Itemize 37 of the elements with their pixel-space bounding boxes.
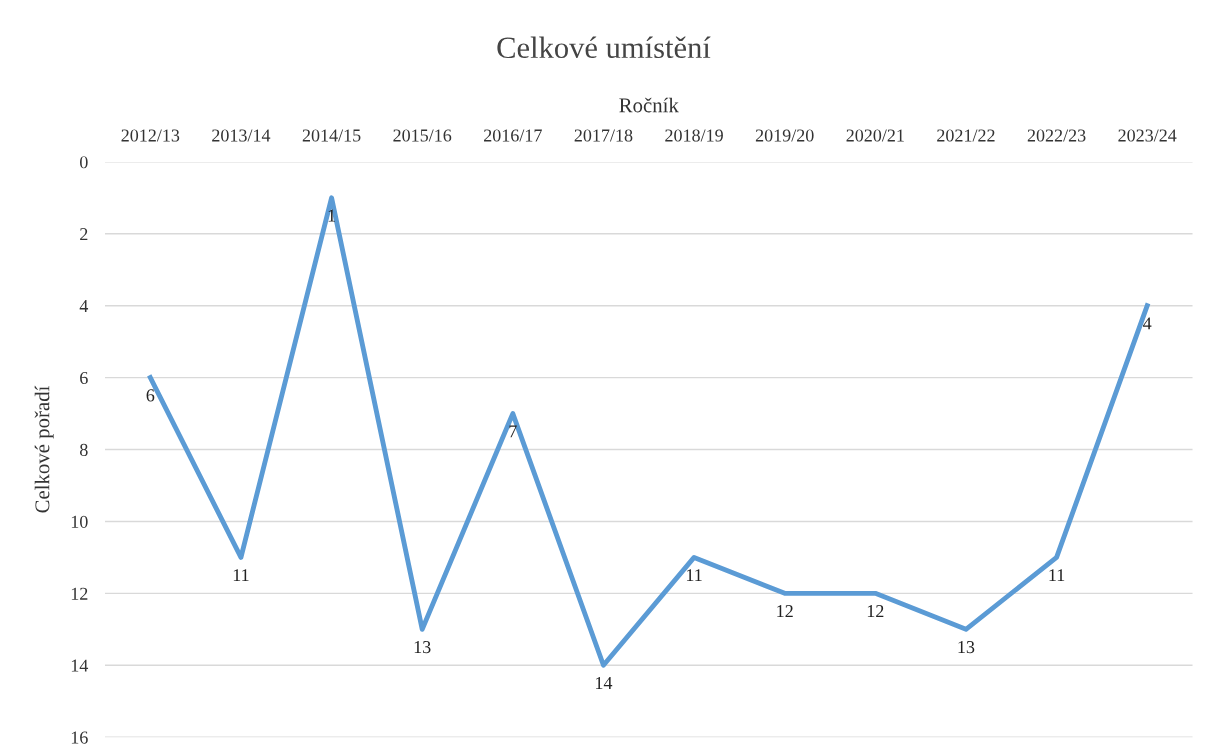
y-tick-label: 12	[71, 587, 88, 600]
data-label: 14	[596, 677, 613, 689]
data-label: 13	[414, 641, 431, 654]
x-tick-label: 2022/23	[1027, 129, 1086, 142]
data-label: 7	[509, 425, 517, 438]
y-axis-title: Celkové pořadí	[34, 385, 54, 513]
x-tick-label: 2016/17	[484, 129, 542, 142]
x-tick-label: 2015/16	[393, 129, 452, 142]
x-tick-label: 2013/14	[212, 129, 271, 142]
data-label: 13	[958, 641, 975, 654]
x-tick-label: 2020/21	[846, 129, 904, 142]
data-label: 12	[777, 605, 793, 617]
x-axis-title: Ročník	[619, 97, 679, 113]
data-label: 11	[686, 569, 702, 582]
chart-title: Celkové umístění	[497, 36, 711, 59]
x-tick-label: 2021/22	[937, 129, 995, 142]
x-tick-label: 2018/19	[665, 129, 723, 142]
x-tick-label: 2012/13	[121, 129, 180, 142]
data-label: 11	[1049, 569, 1065, 582]
data-label: 11	[233, 569, 249, 582]
data-label: 4	[1143, 317, 1152, 330]
y-tick-label: 2	[80, 228, 88, 241]
x-tick-label: 2023/24	[1118, 129, 1177, 142]
y-tick-label: 16	[71, 731, 88, 744]
data-label: 12	[867, 605, 884, 617]
y-tick-label: 10	[71, 515, 88, 528]
x-tick-label: 2014/15	[302, 129, 361, 142]
x-tick-label: 2017/18	[574, 129, 633, 142]
line-series	[147, 195, 1150, 668]
x-tick-label: 2019/20	[755, 129, 814, 142]
y-tick-label: 8	[80, 443, 88, 456]
y-tick-label: 4	[79, 300, 89, 312]
y-tick-label: 0	[80, 156, 88, 169]
data-label: 6	[146, 389, 155, 402]
y-tick-label: 6	[80, 371, 88, 385]
y-tick-label: 14	[71, 659, 89, 672]
data-label: 1	[328, 209, 335, 222]
